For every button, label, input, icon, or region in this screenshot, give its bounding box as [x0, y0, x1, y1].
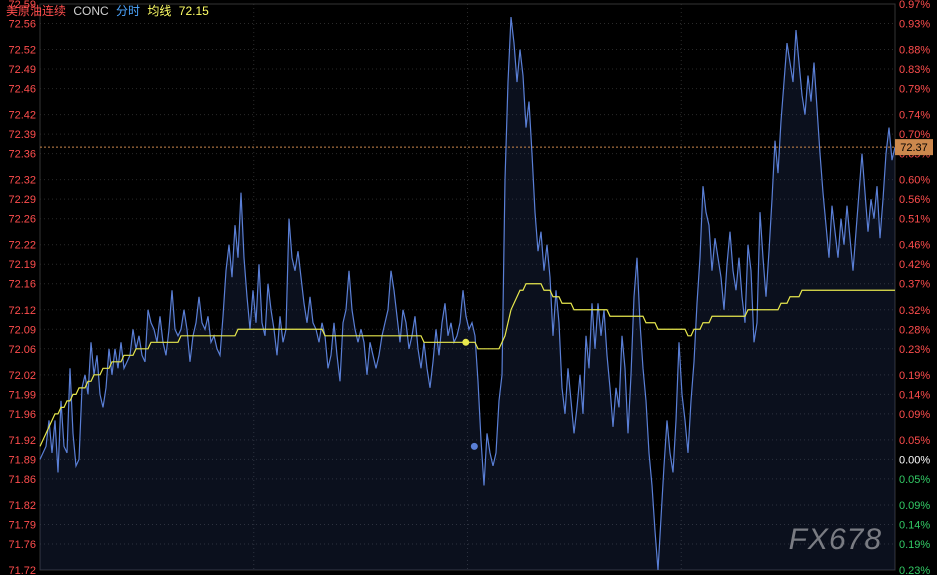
marker-dot — [462, 339, 469, 346]
ma-label: 均线 — [147, 4, 171, 18]
period-label: 分时 — [116, 4, 140, 18]
y-right-tick: 0.00% — [899, 454, 930, 466]
y-left-tick: 71.79 — [8, 519, 36, 531]
y-right-tick: 0.93% — [899, 19, 930, 31]
y-left-tick: 71.89 — [8, 454, 36, 466]
y-right-tick: 0.09% — [899, 500, 930, 512]
y-right-tick: 0.74% — [899, 110, 930, 122]
chart-container: 美原油连续 CONC 分时 均线 72.15 72.5972.5672.5272… — [0, 0, 937, 575]
y-left-tick: 72.26 — [8, 214, 36, 226]
y-right-tick: 0.83% — [899, 64, 930, 76]
chart-svg[interactable]: 72.5972.5672.5272.4972.4672.4272.3972.36… — [0, 0, 937, 575]
y-left-tick: 72.19 — [8, 259, 36, 271]
y-left-tick: 72.36 — [8, 149, 36, 161]
y-left-tick: 72.09 — [8, 324, 36, 336]
y-left-tick: 72.29 — [8, 194, 36, 206]
y-right-tick: 0.37% — [899, 279, 930, 291]
y-left-tick: 71.72 — [8, 565, 36, 575]
watermark: FX678 — [789, 523, 882, 557]
y-right-tick: 0.56% — [899, 194, 930, 206]
y-left-tick: 71.82 — [8, 500, 36, 512]
y-right-tick: 0.14% — [899, 389, 930, 401]
y-right-tick: 0.05% — [899, 435, 930, 447]
y-left-tick: 72.56 — [8, 19, 36, 31]
instrument-title: 美原油连续 — [6, 4, 66, 18]
y-left-tick: 71.76 — [8, 539, 36, 551]
y-left-tick: 72.32 — [8, 175, 36, 187]
y-left-tick: 72.49 — [8, 64, 36, 76]
y-right-tick: 0.09% — [899, 409, 930, 421]
y-right-tick: 0.79% — [899, 84, 930, 96]
y-right-tick: 0.51% — [899, 214, 930, 226]
y-right-tick: 0.23% — [899, 565, 930, 575]
y-right-tick: 0.23% — [899, 344, 930, 356]
y-right-tick: 0.05% — [899, 474, 930, 486]
reference-value: 72.37 — [900, 142, 928, 154]
y-left-tick: 72.06 — [8, 344, 36, 356]
y-left-tick: 71.86 — [8, 474, 36, 486]
y-right-tick: 0.97% — [899, 0, 930, 11]
y-left-tick: 71.96 — [8, 409, 36, 421]
ma-value: 72.15 — [179, 4, 209, 18]
y-left-tick: 71.92 — [8, 435, 36, 447]
y-right-tick: 0.88% — [899, 45, 930, 57]
y-left-tick: 72.39 — [8, 129, 36, 141]
y-right-tick: 0.14% — [899, 519, 930, 531]
instrument-code: CONC — [73, 4, 108, 18]
chart-header: 美原油连续 CONC 分时 均线 72.15 — [6, 2, 213, 19]
y-left-tick: 72.16 — [8, 279, 36, 291]
y-right-tick: 0.28% — [899, 324, 930, 336]
y-right-tick: 0.19% — [899, 370, 930, 382]
y-left-tick: 72.46 — [8, 84, 36, 96]
y-right-tick: 0.42% — [899, 259, 930, 271]
y-left-tick: 72.52 — [8, 45, 36, 57]
y-right-tick: 0.19% — [899, 539, 930, 551]
y-left-tick: 72.22 — [8, 240, 36, 252]
y-left-tick: 72.42 — [8, 110, 36, 122]
y-right-tick: 0.60% — [899, 175, 930, 187]
marker-dot — [471, 443, 478, 450]
y-right-tick: 0.32% — [899, 305, 930, 317]
y-right-tick: 0.46% — [899, 240, 930, 252]
y-left-tick: 71.99 — [8, 389, 36, 401]
y-left-tick: 72.12 — [8, 305, 36, 317]
y-left-tick: 72.02 — [8, 370, 36, 382]
